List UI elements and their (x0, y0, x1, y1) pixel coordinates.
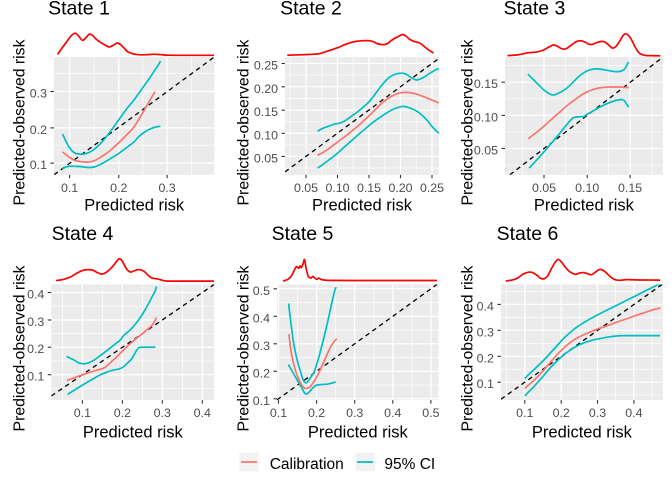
svg-text:Predicted-observed risk: Predicted-observed risk (460, 39, 477, 205)
svg-text:Predicted-observed risk: Predicted-observed risk (12, 265, 29, 431)
svg-text:State 5: State 5 (272, 223, 334, 245)
svg-text:State 6: State 6 (497, 223, 559, 245)
svg-text:0.2: 0.2 (308, 406, 325, 420)
svg-text:0.1: 0.1 (516, 406, 533, 420)
svg-text:0.05: 0.05 (474, 144, 498, 158)
svg-text:0.1: 0.1 (477, 377, 494, 391)
svg-text:0.25: 0.25 (254, 59, 278, 73)
svg-text:Predicted risk: Predicted risk (312, 197, 413, 215)
svg-text:0.10: 0.10 (254, 128, 278, 142)
svg-text:0.4: 0.4 (194, 406, 211, 420)
svg-text:0.3: 0.3 (30, 87, 47, 101)
svg-text:Predicted risk: Predicted risk (532, 424, 633, 442)
svg-text:Predicted-observed risk: Predicted-observed risk (236, 39, 253, 205)
svg-text:0.2: 0.2 (253, 366, 270, 380)
svg-text:0.05: 0.05 (294, 181, 318, 195)
svg-text:Predicted-observed risk: Predicted-observed risk (460, 265, 477, 431)
svg-text:0.2: 0.2 (27, 342, 44, 356)
svg-text:0.1: 0.1 (61, 181, 78, 195)
svg-text:Calibration: Calibration (270, 456, 344, 473)
svg-text:Predicted risk: Predicted risk (534, 197, 635, 215)
svg-text:0.3: 0.3 (158, 181, 175, 195)
svg-text:0.1: 0.1 (74, 406, 91, 420)
svg-text:0.15: 0.15 (357, 181, 381, 195)
svg-text:0.10: 0.10 (325, 181, 349, 195)
svg-text:0.5: 0.5 (253, 284, 270, 298)
svg-text:0.20: 0.20 (388, 181, 412, 195)
svg-text:0.1: 0.1 (270, 406, 287, 420)
svg-text:0.2: 0.2 (477, 351, 494, 365)
svg-text:Predicted-observed risk: Predicted-observed risk (12, 39, 29, 205)
svg-text:0.3: 0.3 (154, 406, 171, 420)
svg-text:Predicted risk: Predicted risk (83, 424, 184, 442)
svg-text:95% CI: 95% CI (384, 456, 435, 473)
svg-text:Predicted-observed risk: Predicted-observed risk (236, 265, 253, 431)
svg-text:0.4: 0.4 (253, 311, 270, 325)
svg-text:0.4: 0.4 (625, 406, 642, 420)
svg-text:0.1: 0.1 (27, 370, 44, 384)
svg-text:0.3: 0.3 (477, 325, 494, 339)
svg-text:0.1: 0.1 (253, 394, 270, 408)
svg-text:0.10: 0.10 (575, 181, 599, 195)
svg-text:0.3: 0.3 (589, 406, 606, 420)
svg-text:State 3: State 3 (504, 0, 566, 20)
svg-text:0.3: 0.3 (346, 406, 363, 420)
svg-text:Predicted risk: Predicted risk (308, 424, 409, 442)
svg-text:0.05: 0.05 (532, 181, 556, 195)
svg-text:0.3: 0.3 (27, 315, 44, 329)
svg-text:0.20: 0.20 (254, 82, 278, 96)
svg-text:0.4: 0.4 (384, 406, 401, 420)
svg-text:0.25: 0.25 (420, 181, 444, 195)
svg-text:0.05: 0.05 (254, 151, 278, 165)
svg-text:0.15: 0.15 (474, 77, 498, 91)
svg-text:State 4: State 4 (52, 223, 114, 245)
svg-text:0.2: 0.2 (30, 123, 47, 137)
svg-text:0.1: 0.1 (30, 158, 47, 172)
svg-text:0.3: 0.3 (253, 339, 270, 353)
svg-text:State 2: State 2 (280, 0, 342, 20)
svg-text:0.15: 0.15 (618, 181, 642, 195)
svg-text:0.4: 0.4 (27, 288, 44, 302)
svg-text:State 1: State 1 (48, 0, 110, 20)
svg-text:Predicted risk: Predicted risk (84, 197, 185, 215)
svg-text:0.4: 0.4 (477, 299, 494, 313)
svg-text:0.2: 0.2 (553, 406, 570, 420)
svg-text:0.10: 0.10 (474, 110, 498, 124)
svg-text:0.15: 0.15 (254, 105, 278, 119)
svg-text:0.2: 0.2 (110, 181, 127, 195)
svg-text:0.2: 0.2 (114, 406, 131, 420)
svg-text:0.5: 0.5 (422, 406, 439, 420)
